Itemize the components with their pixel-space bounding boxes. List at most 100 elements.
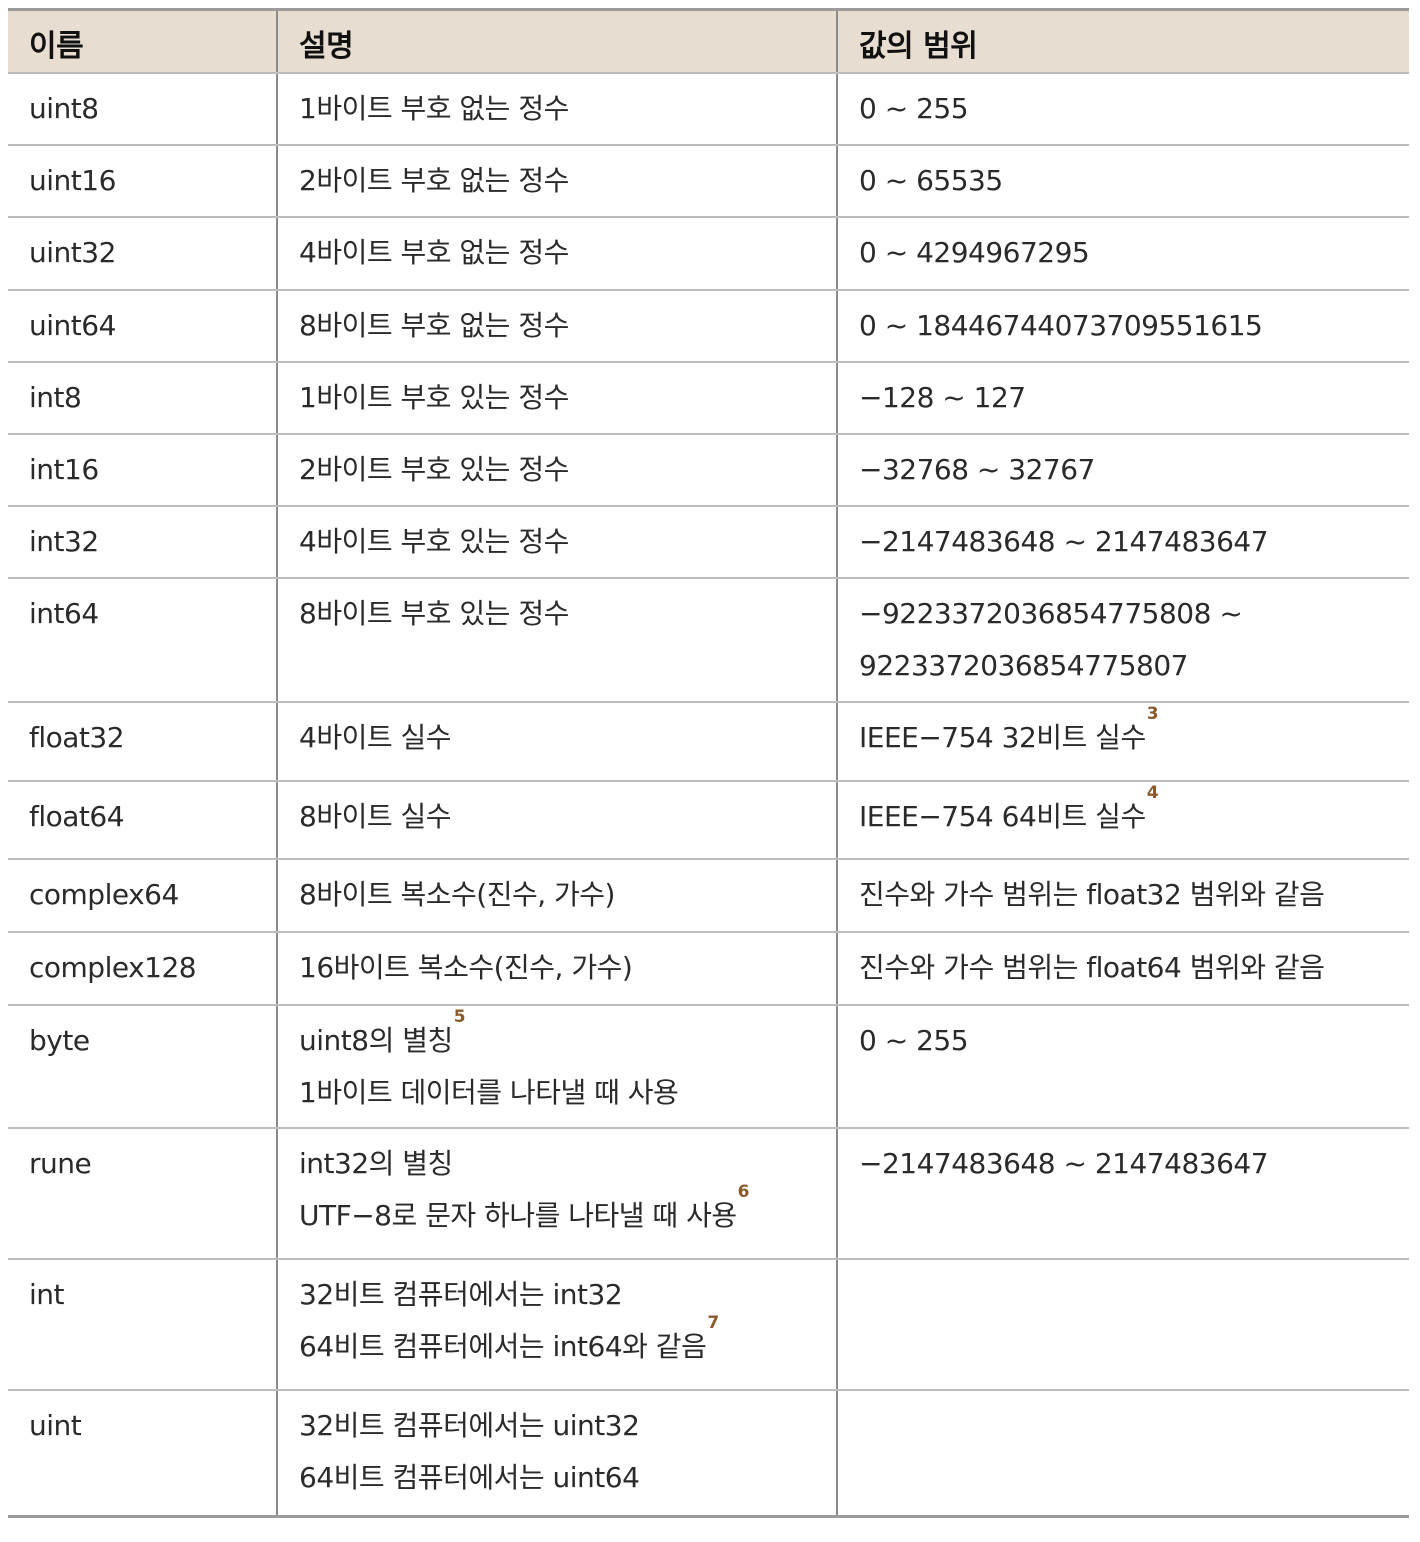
description-cell: 2바이트 부호 없는 정수 [276,146,836,216]
type-name-cell-line: uint64 [29,309,116,342]
range-cell: 0 ~ 65535 [836,146,1409,216]
description-cell: 8바이트 복소수(진수, 가수) [276,860,836,931]
description-cell-line: 1바이트 부호 없는 정수 [299,92,569,125]
description-cell: 1바이트 부호 없는 정수 [276,74,836,144]
type-name-cell: rune [8,1129,276,1258]
type-name-cell-line: rune [29,1147,92,1180]
range-cell-line: 0 ~ 255 [859,1024,969,1057]
range-cell-line: 0 ~ 65535 [859,164,1003,197]
table-row: float32 4바이트 실수 IEEE−754 32비트 실수3 [8,703,1409,782]
description-cell-line: 16바이트 복소수(진수, 가수) [299,951,633,984]
type-name-cell-line: int16 [29,453,99,486]
footnote-marker[interactable]: 5 [453,1007,466,1027]
type-name-cell: int8 [8,363,276,433]
footnote-marker[interactable]: 3 [1146,704,1159,724]
range-cell-line: 0 ~ 255 [859,92,969,125]
description-cell: uint8의 별칭5 1바이트 데이터를 나타낼 때 사용 [276,1006,836,1127]
type-name-cell: float64 [8,782,276,858]
type-name-cell-line: uint [29,1409,82,1442]
description-cell: 4바이트 실수 [276,703,836,780]
range-cell [836,1260,1409,1389]
type-name-cell: uint64 [8,291,276,361]
range-cell-line: IEEE−754 32비트 실수3 [859,704,1159,755]
table-body: uint8 1바이트 부호 없는 정수 0 ~ 255 uint16 2바이트 부호 없… [8,74,1409,1515]
footnote-marker[interactable]: 4 [1146,783,1159,803]
range-cell: −2147483648 ~ 2147483647 [836,1129,1409,1258]
description-cell: 32비트 컴퓨터에서는 int32 64비트 컴퓨터에서는 int64와 같음7 [276,1260,836,1389]
type-name-cell: uint [8,1391,276,1515]
description-cell-line: UTF−8로 문자 하나를 나타낼 때 사용6 [299,1182,749,1233]
type-name-cell: byte [8,1006,276,1127]
range-cell-line: 0 ~ 18446744073709551615 [859,309,1263,342]
footnote-marker[interactable]: 7 [707,1313,719,1333]
description-cell-line: 64비트 컴퓨터에서는 int64와 같음7 [299,1313,719,1364]
description-cell-line: 8바이트 복소수(진수, 가수) [299,878,615,911]
table-row: uint 32비트 컴퓨터에서는 uint32 64비트 컴퓨터에서는 uint64 [8,1391,1409,1515]
description-cell-line: 4바이트 부호 없는 정수 [299,236,569,269]
description-cell-line: 4바이트 실수 [299,721,452,754]
table-row: uint64 8바이트 부호 없는 정수 0 ~ 18446744073709551… [8,291,1409,363]
table-header-row: 이름 설명 값의 범위 [8,11,1409,74]
range-cell-line: IEEE−754 64비트 실수4 [859,783,1159,834]
description-cell: 4바이트 부호 없는 정수 [276,218,836,289]
range-cell: −128 ~ 127 [836,363,1409,433]
header-range: 값의 범위 [836,11,1409,72]
description-cell: 8바이트 부호 없는 정수 [276,291,836,361]
description-cell-line: 4바이트 부호 있는 정수 [299,525,569,558]
range-cell: 0 ~ 255 [836,74,1409,144]
type-name-cell: int64 [8,579,276,701]
range-cell [836,1391,1409,1515]
table-row: int64 8바이트 부호 있는 정수 −9223372036854775808 ~… [8,579,1409,703]
table-row: uint16 2바이트 부호 없는 정수 0 ~ 65535 [8,146,1409,218]
type-name-cell: float32 [8,703,276,780]
type-name-cell: uint32 [8,218,276,289]
range-cell: −9223372036854775808 ~ 922337203685477580… [836,579,1409,701]
type-name-cell-line: int32 [29,525,99,558]
description-cell: int32의 별칭 UTF−8로 문자 하나를 나타낼 때 사용6 [276,1129,836,1258]
description-cell-line: uint8의 별칭5 [299,1007,466,1058]
description-cell: 4바이트 부호 있는 정수 [276,507,836,577]
range-cell: −32768 ~ 32767 [836,435,1409,505]
type-name-cell: int16 [8,435,276,505]
range-cell: −2147483648 ~ 2147483647 [836,507,1409,577]
range-cell-line: 진수와 가수 범위는 float64 범위와 같음 [859,951,1325,984]
type-name-cell-line: complex128 [29,951,197,984]
type-name-cell-line: uint32 [29,236,116,269]
description-cell-line: 32비트 컴퓨터에서는 uint32 [299,1409,640,1442]
type-name-cell-line: float32 [29,721,125,754]
type-name-cell-line: complex64 [29,878,179,911]
table-row: complex128 16바이트 복소수(진수, 가수) 진수와 가수 범위는 fl… [8,933,1409,1006]
description-cell-line: 8바이트 부호 있는 정수 [299,597,569,630]
table-row: uint8 1바이트 부호 없는 정수 0 ~ 255 [8,74,1409,146]
description-cell: 2바이트 부호 있는 정수 [276,435,836,505]
description-cell-line: 2바이트 부호 있는 정수 [299,453,569,486]
description-cell-line: 32비트 컴퓨터에서는 int32 [299,1278,623,1311]
description-cell-line: 8바이트 실수 [299,800,452,833]
description-cell: 8바이트 실수 [276,782,836,858]
description-cell: 8바이트 부호 있는 정수 [276,579,836,701]
footnote-marker[interactable]: 6 [737,1182,750,1202]
description-cell: 32비트 컴퓨터에서는 uint32 64비트 컴퓨터에서는 uint64 [276,1391,836,1515]
range-cell: IEEE−754 64비트 실수4 [836,782,1409,858]
range-cell: 진수와 가수 범위는 float64 범위와 같음 [836,933,1409,1004]
type-name-cell-line: int64 [29,597,99,630]
range-cell-line: 9223372036854775807 [859,649,1188,682]
type-name-cell: uint16 [8,146,276,216]
type-name-cell: uint8 [8,74,276,144]
table-row: uint32 4바이트 부호 없는 정수 0 ~ 4294967295 [8,218,1409,291]
table-row: int 32비트 컴퓨터에서는 int32 64비트 컴퓨터에서는 int64와 같… [8,1260,1409,1391]
table-row: byte uint8의 별칭5 1바이트 데이터를 나타낼 때 사용 0 ~ 255 [8,1006,1409,1129]
table-row: rune int32의 별칭 UTF−8로 문자 하나를 나타낼 때 사용6 −214… [8,1129,1409,1260]
range-cell-line: −2147483648 ~ 2147483647 [859,525,1269,558]
description-cell-line: 1바이트 데이터를 나타낼 때 사용 [299,1076,679,1109]
range-cell-line: −128 ~ 127 [859,381,1026,414]
description-cell-line: int32의 별칭 [299,1147,453,1180]
table-row: int32 4바이트 부호 있는 정수 −2147483648 ~ 21474836… [8,507,1409,579]
description-cell: 1바이트 부호 있는 정수 [276,363,836,433]
range-cell-line: −9223372036854775808 ~ [859,597,1243,630]
range-cell: 0 ~ 18446744073709551615 [836,291,1409,361]
table-row: int16 2바이트 부호 있는 정수 −32768 ~ 32767 [8,435,1409,507]
description-cell-line: 1바이트 부호 있는 정수 [299,381,569,414]
range-cell-line: 진수와 가수 범위는 float32 범위와 같음 [859,878,1325,911]
description-cell-line: 64비트 컴퓨터에서는 uint64 [299,1461,640,1494]
